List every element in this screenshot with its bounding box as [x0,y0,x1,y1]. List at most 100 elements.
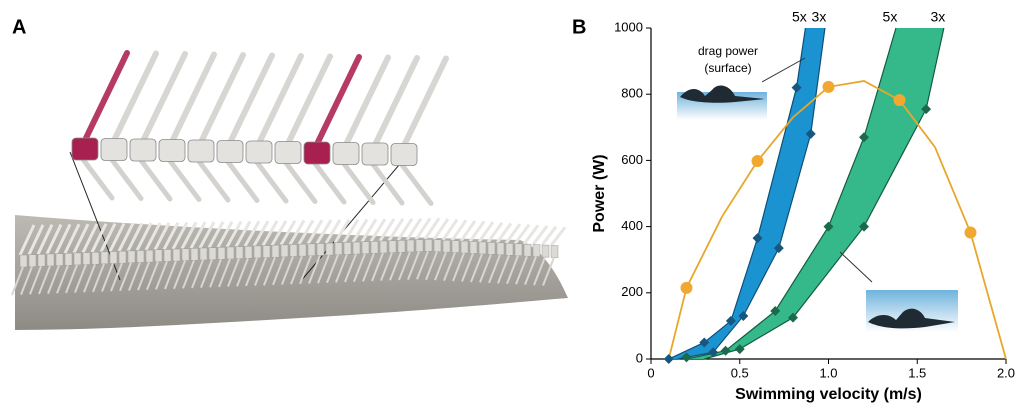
tail-spine [441,218,459,241]
tail-vertebra [181,248,190,261]
tail-spine [162,221,180,251]
animal-icon [680,85,765,103]
tail-vertebra [19,254,28,268]
diamond-point [708,347,719,358]
diamond-point [788,312,798,323]
tail-rib [254,257,267,286]
tail-vertebra [307,243,316,257]
annotation-leader [839,251,873,283]
tail-vertebra [496,242,505,256]
diamond-point [791,82,802,93]
tail-rib [389,251,402,281]
tail-rib [497,254,510,284]
tail-spine [351,218,369,243]
tail-spine [342,218,360,244]
tail-rib [137,261,150,291]
tail-spine [81,223,99,254]
tail-spine [126,222,144,252]
tail-rib [92,263,105,293]
tail-spine [225,220,243,248]
diamond-point [699,337,710,348]
tail-rib [434,251,447,281]
tail-rib [425,251,438,281]
tail-vertebra [37,254,46,267]
neural-spine [170,51,217,143]
tail-rib [101,263,114,292]
tail-rib [29,265,42,295]
tail-rib [182,259,195,289]
tail-vertebra [136,250,145,263]
tail-rib [65,264,78,294]
x-tick-label: 2.0 [997,365,1015,380]
y-tick-label: 800 [621,86,643,101]
tail-rib [362,252,375,282]
tail-spine [333,218,351,244]
chevron [311,159,347,205]
tail-spine [216,220,234,249]
band [686,28,944,359]
tail-spine [63,223,81,254]
tail-vertebra [127,250,136,264]
tail-rib [20,266,33,296]
tail-rib [83,263,96,293]
chevron [108,156,144,201]
circle-point [680,281,693,294]
tail-spine [261,220,279,247]
tail-rib [200,259,213,289]
chevron [137,156,173,202]
tail-vertebra [334,242,343,255]
tail-spine [36,224,54,255]
tail-rib [353,253,366,283]
tail-vertebra [262,245,271,258]
vertebra [245,140,273,164]
tail-spine [99,222,117,253]
curve-label: 5x [792,9,807,25]
tail-spine [18,224,36,256]
tail-vertebra [388,240,397,253]
circle-point [964,226,977,239]
tail-rib [443,252,456,281]
neural-spine [402,55,449,147]
tail-vertebra [244,246,253,259]
tail-rib [524,256,537,286]
tail-spine [207,221,225,249]
band-edge [677,27,826,360]
tail-spine [279,219,297,246]
x-tick-label: 0.5 [731,365,749,380]
tail-rib [371,252,384,282]
tail-spine [504,223,522,245]
tail-spine [108,222,126,253]
tail-spine [432,218,450,241]
neural-spine [83,50,130,141]
tail-rib [488,254,501,284]
chevron [282,159,318,204]
vertebra [274,141,302,164]
chevron [195,157,231,203]
tail-vertebra [415,239,424,252]
tail-spine [360,218,378,243]
diamond-point [738,310,749,321]
tail-spine [540,225,558,247]
tail-spine [54,223,72,255]
tail-rib [344,253,357,283]
y-tick-label: 1000 [614,19,643,34]
neural-spine [228,52,275,144]
tail-spine [549,226,567,247]
plot: 0 200 400 600 800 1000 0 0.5 1.0 1.5 2.0 Swimming v… [591,9,1015,404]
chevron [369,160,405,206]
diamond-point [773,243,784,254]
tail-spine [117,222,135,252]
vertebra [129,138,157,162]
tail-rib [470,253,483,283]
tail-rib [407,251,420,280]
chevron [79,155,115,201]
tail-rib [326,254,339,284]
tail-vertebra [343,242,352,255]
tail-vertebra [316,243,325,256]
tail-vertebra [442,239,451,253]
vertebra [100,138,128,161]
tail-rib [11,266,24,296]
tail-vertebra [397,240,406,253]
tail-rib [227,258,240,287]
tail-vertebra [271,244,280,258]
